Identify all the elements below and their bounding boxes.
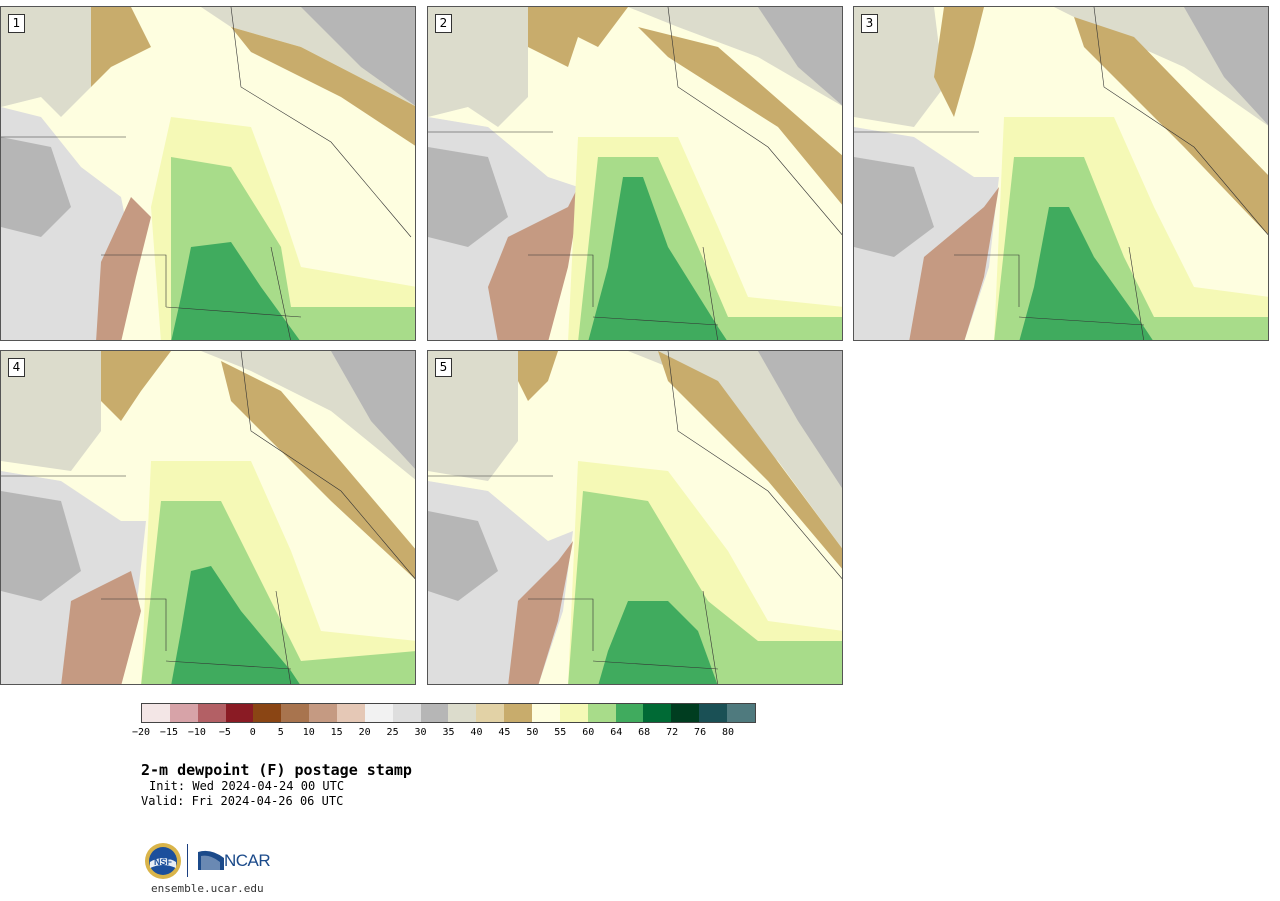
panel-label: 5 (435, 358, 452, 377)
map-panel-2: 2 (427, 6, 843, 341)
colorbar-tick-label: −10 (187, 727, 206, 738)
colorbar-tick-label: 0 (249, 727, 256, 738)
dewpoint-map-4 (1, 351, 415, 684)
colorbar-swatch (337, 704, 365, 722)
colorbar-swatch (476, 704, 505, 722)
dewpoint-map-1 (1, 7, 415, 340)
colorbar-swatch (364, 704, 393, 722)
panel-label: 2 (435, 14, 452, 33)
colorbar-tick-label: −15 (159, 727, 178, 738)
colorbar-tick-label: 25 (386, 727, 399, 738)
colorbar-tick-label: 72 (666, 727, 679, 738)
colorbar-swatch (699, 704, 728, 722)
colorbar (141, 703, 756, 723)
colorbar-swatch (587, 704, 616, 722)
colorbar-swatch (504, 704, 533, 722)
colorbar-tick-label: 35 (442, 727, 455, 738)
panel-label: 3 (861, 14, 878, 33)
colorbar-ticks: −20 −15 −10 −5 0 5 10 15 20 25 30 35 40 45 50 55 60 64 68 7… (132, 727, 756, 741)
map-panel-1: 1 (0, 6, 416, 341)
colorbar-swatch (643, 704, 672, 722)
colorbar-tick-label: 20 (358, 727, 371, 738)
colorbar-swatch (727, 704, 755, 722)
map-panel-3: 3 (853, 6, 1269, 341)
colorbar-swatch (197, 704, 226, 722)
map-panel-5: 5 (427, 350, 843, 685)
colorbar-tick-label: 68 (638, 727, 651, 738)
ncar-logo-text: NCAR (224, 851, 271, 870)
colorbar-tick-label: 45 (498, 727, 511, 738)
nsf-logo-icon: NSF (145, 843, 181, 879)
colorbar-tick-label: 15 (330, 727, 343, 738)
dewpoint-map-3 (854, 7, 1268, 340)
colorbar-tick-label: 60 (582, 727, 595, 738)
colorbar-tick-label: −20 (131, 727, 151, 738)
logo-area: NSF NCAR (144, 842, 284, 882)
map-panel-4: 4 (0, 350, 416, 685)
ncar-mark-icon (198, 850, 224, 870)
colorbar-swatch (142, 704, 170, 722)
colorbar-tick-label: 55 (554, 727, 567, 738)
logo-divider (187, 844, 188, 877)
colorbar-swatch (169, 704, 198, 722)
colorbar-swatch (309, 704, 338, 722)
valid-time: Valid: Fri 2024-04-26 06 UTC (141, 794, 344, 808)
panel-label: 1 (8, 14, 25, 33)
colorbar-swatch (225, 704, 254, 722)
colorbar-tick-label: 10 (302, 727, 315, 738)
colorbar-swatch (615, 704, 644, 722)
chart-title: 2-m dewpoint (F) postage stamp (141, 761, 412, 779)
panel-label: 4 (8, 358, 25, 377)
nsf-logo-text: NSF (154, 857, 173, 867)
colorbar-swatch (253, 704, 282, 722)
dewpoint-map-2 (428, 7, 842, 340)
colorbar-tick-label: 80 (722, 727, 735, 738)
colorbar-swatch (448, 704, 477, 722)
colorbar-tick-label: 50 (526, 727, 539, 738)
colorbar-swatch (420, 704, 449, 722)
colorbar-tick-label: 30 (414, 727, 427, 738)
colorbar-tick-label: 76 (694, 727, 707, 738)
colorbar-swatch (281, 704, 310, 722)
colorbar-swatch (559, 704, 588, 722)
dewpoint-map-5 (428, 351, 842, 684)
colorbar-tick-label: −5 (218, 727, 231, 738)
site-url: ensemble.ucar.edu (151, 882, 264, 895)
colorbar-tick-label: 64 (610, 727, 623, 738)
colorbar-tick-label: 40 (470, 727, 483, 738)
init-time: Init: Wed 2024-04-24 00 UTC (149, 779, 345, 793)
colorbar-swatch (671, 704, 700, 722)
colorbar-swatch (532, 704, 560, 722)
colorbar-swatch (392, 704, 421, 722)
colorbar-tick-label: 5 (277, 727, 284, 738)
